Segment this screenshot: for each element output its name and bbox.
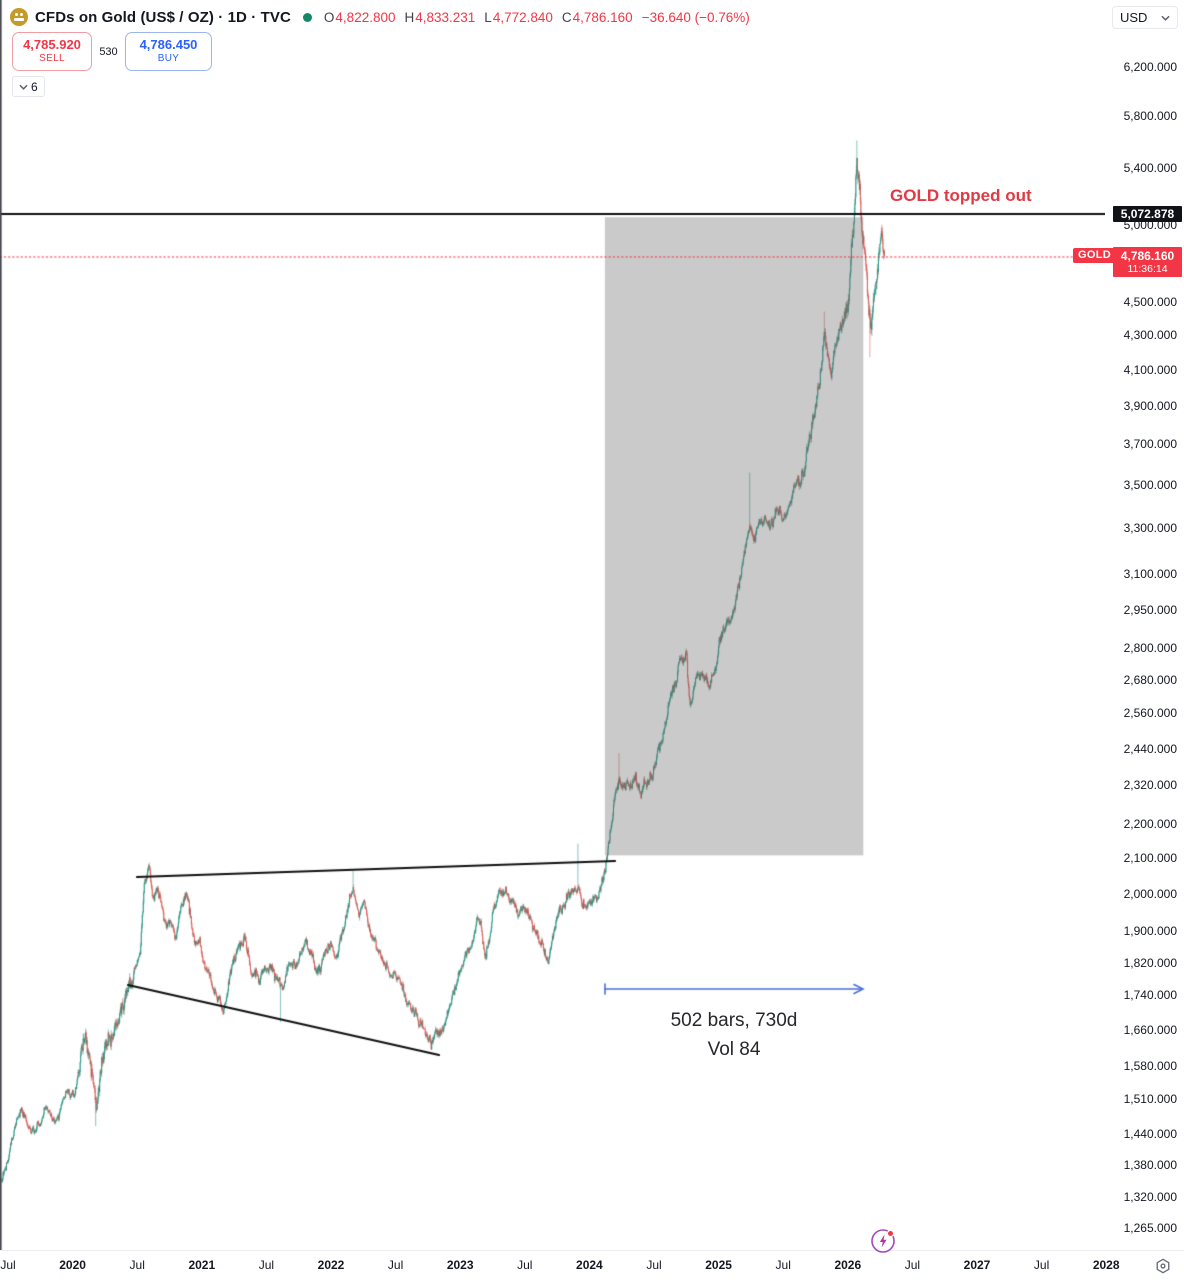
ohlc-values: O 4,822.800 H 4,833.231 L 4,772.840 C 4,786.…	[324, 10, 750, 25]
price-tick-label: 4,500.000	[1123, 294, 1177, 309]
low-label: L	[484, 9, 492, 25]
time-tick-label: Jul	[258, 1258, 275, 1272]
time-tick-label: Jul	[517, 1258, 533, 1272]
price-axis[interactable]: 5,072.878 4,786.160 11:36:14 6,200.000 5,…	[1105, 0, 1184, 1250]
time-tick-label: Jul	[1033, 1258, 1050, 1272]
time-tick-label: Jul	[129, 1258, 145, 1272]
price-tick-label: 5,800.000	[1123, 109, 1177, 124]
chevron-down-icon	[1161, 15, 1170, 21]
time-tick-label: 2027	[963, 1258, 991, 1272]
time-tick-label: 2028	[1092, 1258, 1120, 1272]
price-tick-label: 3,300.000	[1123, 521, 1177, 536]
spread-value: 530	[99, 45, 118, 58]
time-tick-label: Jul	[904, 1258, 921, 1272]
price-tick-label: 1,900.000	[1123, 924, 1177, 939]
price-tick-label: 2,200.000	[1123, 817, 1177, 832]
symbol-price-tag: GOLD	[1073, 248, 1116, 264]
time-tick-label: 2020	[59, 1258, 86, 1272]
sell-button[interactable]: 4,785.920 SELL	[12, 32, 92, 71]
price-tick-label: 3,900.000	[1123, 399, 1177, 414]
close-label: C	[561, 9, 572, 25]
price-tick-label: 1,380.000	[1123, 1157, 1177, 1172]
price-tick-label: 2,320.000	[1123, 778, 1177, 793]
chart-header: CFDs on Gold (US$ / OZ) · 1D · TVC O 4,82…	[10, 5, 750, 29]
time-axis[interactable]: Jul 2020 Jul 2021 Jul 2022 Jul 2023 Jul 2024 Jul 20…	[0, 1250, 1184, 1280]
time-tick-label: 2024	[576, 1258, 603, 1272]
price-tick-label: 1,265.000	[1123, 1221, 1177, 1236]
price-tick-label: 1,440.000	[1123, 1126, 1177, 1141]
object-tree-collapse-button[interactable]: 6	[12, 76, 45, 97]
topped-out-annotation[interactable]: GOLD topped out	[890, 186, 1032, 205]
currency-selector[interactable]: USD	[1112, 6, 1178, 29]
open-value: 4,822.800	[335, 9, 396, 25]
high-label: H	[404, 9, 415, 25]
price-tick-label: 1,580.000	[1123, 1058, 1177, 1073]
price-tick-label: 2,950.000	[1123, 602, 1177, 617]
price-tick-label: 1,820.000	[1123, 955, 1177, 970]
price-tick-label: 2,000.000	[1123, 886, 1177, 901]
time-tick-label: 2021	[188, 1258, 216, 1272]
price-tick-label: 4,100.000	[1123, 362, 1177, 377]
date-range-annotation[interactable]: 502 bars, 730d Vol 84	[605, 1006, 863, 1064]
price-tick-label: 4,300.000	[1123, 327, 1177, 342]
price-tick-label: 2,440.000	[1123, 741, 1177, 756]
symbol-title[interactable]: CFDs on Gold (US$ / OZ) · 1D · TVC	[35, 8, 291, 26]
sell-price: 4,785.920	[23, 37, 81, 53]
high-value: 4,833.231	[415, 9, 476, 25]
price-tick-label: 2,680.000	[1123, 673, 1177, 688]
resistance-price-badge: 5,072.878	[1113, 205, 1182, 222]
gold-symbol-icon	[10, 8, 28, 26]
symbol-title-group[interactable]: CFDs on Gold (US$ / OZ) · 1D · TVC	[10, 8, 291, 26]
price-tick-label: 1,660.000	[1123, 1022, 1177, 1037]
buy-button[interactable]: 4,786.450 BUY	[125, 32, 212, 71]
price-tick-label: 3,500.000	[1123, 478, 1177, 493]
sell-label: SELL	[39, 53, 65, 65]
collapse-count: 6	[31, 79, 38, 94]
price-tick-label: 6,200.000	[1123, 60, 1177, 75]
time-tick-label: Jul	[646, 1258, 662, 1272]
price-tick-label: 2,100.000	[1123, 851, 1177, 866]
chevron-down-icon	[19, 84, 28, 90]
price-tick-label: 5,400.000	[1123, 161, 1177, 176]
bar-countdown: 11:36:14	[1127, 263, 1168, 276]
open-label: O	[323, 9, 335, 25]
buy-label: BUY	[157, 53, 180, 65]
time-tick-label: 2026	[834, 1258, 862, 1272]
trade-buttons: 4,785.920 SELL 530 4,786.450 BUY	[12, 32, 212, 71]
time-tick-label: Jul	[775, 1258, 791, 1272]
date-range-line2: Vol 84	[707, 1039, 761, 1060]
price-tick-label: 2,560.000	[1123, 706, 1177, 721]
last-price-badge: 4,786.160 11:36:14	[1113, 247, 1182, 278]
date-range-line1: 502 bars, 730d	[670, 1010, 798, 1031]
price-tick-label: 1,740.000	[1123, 988, 1177, 1003]
buy-price: 4,786.450	[139, 37, 198, 53]
price-tick-label: 3,100.000	[1123, 566, 1177, 581]
price-tick-label: 1,320.000	[1123, 1190, 1177, 1205]
market-status-icon	[302, 12, 312, 22]
time-tick-label: 2023	[446, 1258, 474, 1272]
last-price-value: 4,786.160	[1120, 249, 1175, 264]
time-tick-label: Jul	[387, 1258, 404, 1272]
close-value: 4,786.160	[572, 9, 633, 25]
time-tick-label: Jul	[0, 1258, 16, 1272]
low-value: 4,772.840	[492, 9, 553, 25]
currency-value: USD	[1120, 10, 1148, 25]
price-tick-label: 2,800.000	[1123, 641, 1177, 656]
axis-settings-gear-icon[interactable]	[1154, 1257, 1172, 1275]
flash-events-button[interactable]	[870, 1228, 896, 1254]
time-tick-label: 2025	[705, 1258, 732, 1272]
price-tick-label: 1,510.000	[1123, 1092, 1177, 1107]
time-tick-label: 2022	[317, 1258, 345, 1272]
price-tick-label: 3,700.000	[1123, 437, 1177, 452]
change-value: −36.640 (−0.76%)	[641, 9, 750, 25]
